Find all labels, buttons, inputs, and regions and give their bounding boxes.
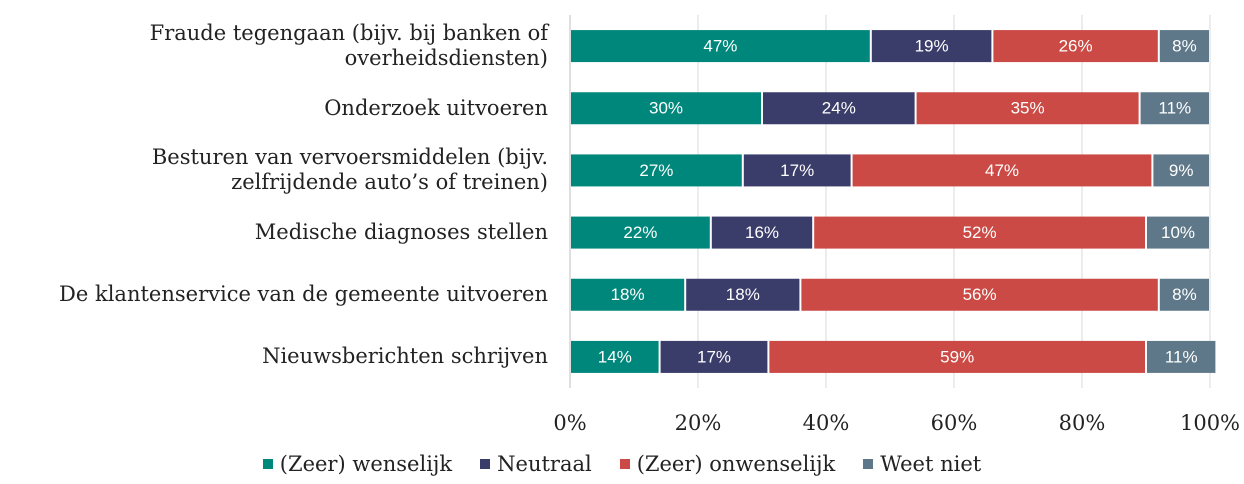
legend-label: (Zeer) onwenselijk bbox=[636, 452, 836, 476]
value-label: 17% bbox=[780, 161, 814, 180]
bar-segment bbox=[571, 216, 710, 249]
legend: (Zeer) wenselijk Neutraal (Zeer) onwenseli… bbox=[0, 452, 1244, 476]
bar-segment bbox=[743, 154, 851, 187]
x-tick-label: 0% bbox=[553, 411, 586, 435]
category-label: De klantenservice van de gemeente uitvoe… bbox=[59, 282, 548, 307]
value-label: 27% bbox=[639, 161, 673, 180]
bar-segment bbox=[660, 340, 768, 373]
value-label: 26% bbox=[1059, 37, 1093, 56]
bar-segment bbox=[571, 92, 761, 125]
bar-segment bbox=[711, 216, 813, 249]
category-label: Fraude tegengaan (bijv. bij banken of ov… bbox=[149, 21, 548, 71]
legend-item: Weet niet bbox=[863, 452, 981, 476]
value-label: 11% bbox=[1165, 347, 1198, 366]
bar-segment bbox=[1159, 30, 1209, 63]
category-label: Besturen van vervoersmiddelen (bijv. zel… bbox=[151, 145, 548, 195]
value-label: 8% bbox=[1172, 37, 1197, 56]
category-label: Nieuwsberichten schrijven bbox=[262, 344, 548, 369]
bar-segment bbox=[571, 30, 870, 63]
x-tick-label: 100% bbox=[1180, 411, 1240, 435]
value-label: 52% bbox=[963, 223, 997, 242]
x-tick-label: 60% bbox=[931, 411, 978, 435]
bar-segment bbox=[993, 30, 1158, 63]
category-label: Onderzoek uitvoeren bbox=[324, 95, 548, 120]
value-label: 22% bbox=[623, 223, 657, 242]
value-label: 18% bbox=[611, 285, 645, 304]
bar-segment bbox=[1140, 92, 1209, 125]
value-label: 11% bbox=[1158, 99, 1191, 118]
value-label: 30% bbox=[649, 99, 683, 118]
x-tick-label: 40% bbox=[803, 411, 850, 435]
bar-segment bbox=[686, 278, 800, 311]
bar-segment bbox=[1159, 278, 1209, 311]
legend-item: (Zeer) onwenselijk bbox=[619, 452, 836, 476]
x-tick-label: 20% bbox=[675, 411, 722, 435]
legend-label: Neutraal bbox=[497, 452, 592, 476]
value-label: 18% bbox=[726, 285, 760, 304]
bar-segment bbox=[1147, 340, 1216, 373]
bar-segment bbox=[814, 216, 1145, 249]
bar-segment bbox=[916, 92, 1139, 125]
legend-item: Neutraal bbox=[480, 452, 592, 476]
bar-segment bbox=[852, 154, 1152, 187]
value-label: 47% bbox=[985, 161, 1019, 180]
value-label: 47% bbox=[703, 37, 737, 56]
legend-swatch bbox=[619, 459, 630, 469]
value-label: 35% bbox=[1011, 99, 1045, 118]
bar-segment bbox=[571, 340, 659, 373]
legend-item: (Zeer) wenselijk bbox=[262, 452, 453, 476]
legend-swatch bbox=[863, 459, 874, 469]
bar-segment bbox=[571, 278, 685, 311]
value-label: 8% bbox=[1172, 285, 1197, 304]
legend-label: (Zeer) wenselijk bbox=[279, 452, 453, 476]
legend-swatch bbox=[480, 459, 491, 469]
value-label: 17% bbox=[697, 347, 731, 366]
value-label: 16% bbox=[745, 223, 779, 242]
value-label: 24% bbox=[822, 99, 856, 118]
bar-segment bbox=[1153, 154, 1209, 187]
bar-segment bbox=[1147, 216, 1209, 249]
bar-segment bbox=[769, 340, 1145, 373]
value-label: 14% bbox=[598, 347, 632, 366]
category-label: Medische diagnoses stellen bbox=[254, 220, 548, 245]
bar-segment bbox=[801, 278, 1158, 311]
legend-swatch bbox=[262, 459, 273, 469]
bar-segment bbox=[763, 92, 915, 125]
x-tick-label: 80% bbox=[1059, 411, 1106, 435]
value-label: 56% bbox=[963, 285, 997, 304]
value-label: 59% bbox=[940, 347, 974, 366]
value-label: 9% bbox=[1169, 161, 1194, 180]
bar-segment bbox=[871, 30, 992, 63]
value-label: 10% bbox=[1161, 223, 1195, 242]
bar-segment bbox=[571, 154, 742, 187]
value-label: 19% bbox=[915, 37, 949, 56]
legend-label: Weet niet bbox=[880, 452, 982, 476]
